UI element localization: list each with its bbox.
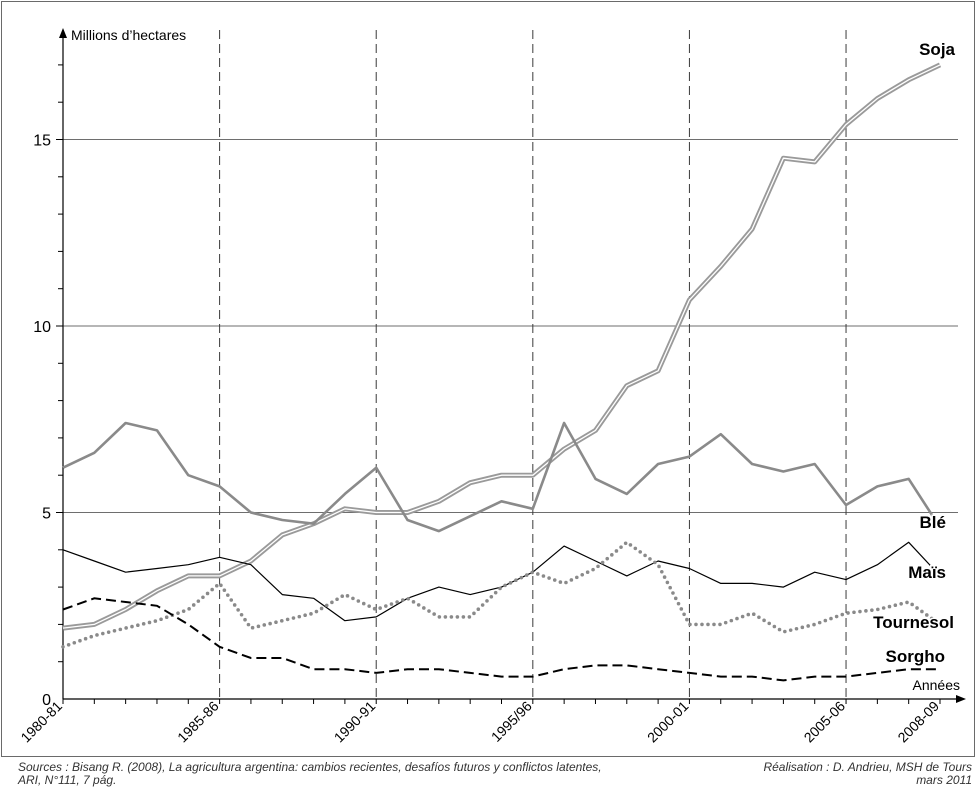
series-ble-line: [62, 421, 942, 533]
y-axis-arrow-icon: [59, 28, 67, 38]
y-axis-label: Millions d’hectares: [71, 27, 186, 43]
x-tick-label-1990-91: 1990-91: [331, 698, 379, 746]
series-label-ble: Blé: [920, 513, 946, 532]
y-tick-label-10: 10: [33, 319, 51, 336]
series-label-sorgho: Sorgho: [886, 647, 946, 666]
x-tick-label-1985-86: 1985-86: [174, 698, 222, 746]
series-label-mais: Maïs: [908, 563, 946, 582]
credits-note: Réalisation : D. Andrieu, MSH de Tours m…: [763, 761, 972, 787]
x-tick-label-2008-09: 2008-09: [894, 698, 942, 746]
x-axis-label: Années: [913, 677, 960, 693]
chart-frame: [1, 1, 975, 757]
sources-note: Sources : Bisang R. (2008), La agricultu…: [18, 761, 602, 787]
y-tick-label-15: 15: [33, 133, 51, 150]
x-axis-arrow-icon: [956, 695, 966, 703]
series-label-tournesol: Tournesol: [873, 613, 954, 632]
x-tick-label-1995/96: 1995/96: [488, 698, 535, 745]
series-tournesol-line: [61, 540, 942, 649]
series-label-soja: Soja: [919, 40, 955, 59]
credits-line-1: Réalisation : D. Andrieu, MSH de Tours: [763, 760, 972, 774]
x-tick-label-2005-06: 2005-06: [801, 698, 849, 746]
series-sorgho-line: [62, 597, 940, 682]
sources-line-1: Sources : Bisang R. (2008), La agricultu…: [18, 760, 602, 774]
series-mais-line: [62, 541, 941, 622]
credits-line-2: mars 2011: [916, 773, 972, 787]
sources-line-2: ARI, N°111, 7 pág.: [18, 773, 117, 787]
x-tick-label-2000-01: 2000-01: [644, 698, 692, 746]
series-soja-inner-line: [62, 64, 941, 629]
y-tick-label-0: 0: [42, 692, 51, 709]
y-tick-label-5: 5: [42, 506, 51, 523]
series-soja-outer-line: [62, 62, 942, 631]
